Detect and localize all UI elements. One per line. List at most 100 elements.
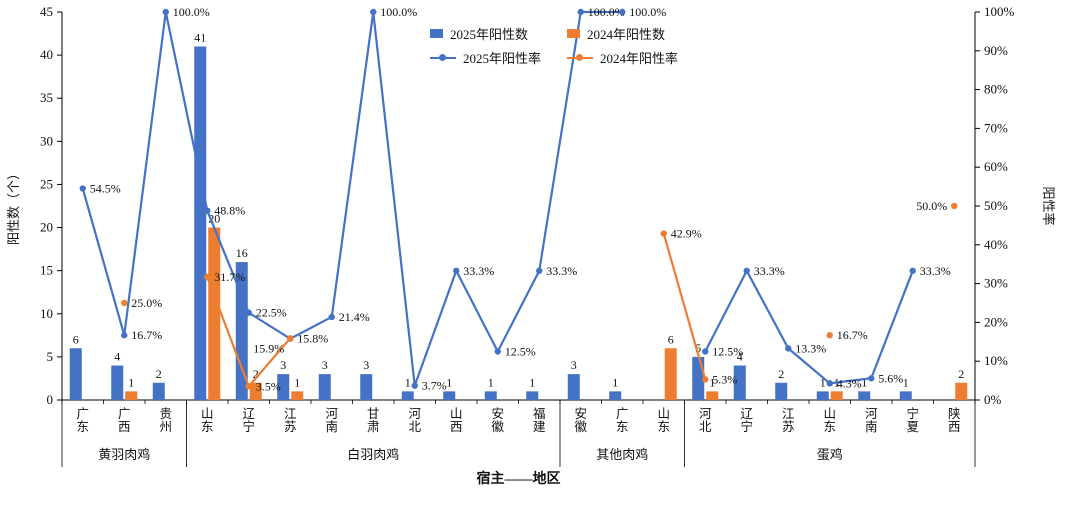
bar-2025年阳性数 xyxy=(277,374,290,400)
bar-2024年阳性数 xyxy=(830,391,843,400)
point-2025年阳性率 xyxy=(743,267,750,274)
point-2025年阳性率 xyxy=(619,8,626,16)
bar-value-label: 1 xyxy=(820,375,826,389)
legend-label-2024-count: 2024年阳性数 xyxy=(587,27,666,42)
bar-2025年阳性数 xyxy=(69,348,82,400)
line-2025年阳性率 xyxy=(81,10,623,387)
legend-swatch-bar-2025 xyxy=(430,29,443,38)
line-2024年阳性率 xyxy=(662,233,707,380)
bar-value-label: 41 xyxy=(194,30,206,44)
line-2025年阳性率 xyxy=(704,268,914,385)
line-value-label: 54.5% xyxy=(90,182,121,196)
bar-2025年阳性数 xyxy=(401,391,414,400)
point-2025年阳性率 xyxy=(536,267,543,274)
left-axis-tick-label: 40 xyxy=(40,47,53,62)
bar-2025年阳性数 xyxy=(567,374,580,400)
right-axis-tick-label: 100% xyxy=(984,4,1015,19)
legend-dot-glyph xyxy=(576,54,584,61)
bar-value-label: 5 xyxy=(695,341,701,355)
point-2024年阳性率 xyxy=(702,376,709,383)
left-axis-tick-label: 15 xyxy=(40,263,53,278)
bar-2025年阳性数 xyxy=(609,391,622,400)
bar-value-label: 1 xyxy=(405,375,411,389)
x-region-label: 贵州 xyxy=(159,407,172,434)
line-value-label: 33.3% xyxy=(546,264,577,278)
legend-item-2025-count: 2025年阳性数 xyxy=(430,24,541,43)
x-region-label: 安徽 xyxy=(491,406,504,434)
point-2025年阳性率 xyxy=(826,380,833,387)
line-value-label: 22.5% xyxy=(256,306,287,320)
bar-2025年阳性数 xyxy=(194,46,207,400)
line-value-label: 33.3% xyxy=(463,264,494,278)
legend: 2025年阳性数 2024年阳性数 2025年阳性率 2024年阳性率 xyxy=(430,24,678,67)
x-region-label: 广西 xyxy=(118,407,131,434)
bar-value-label: 3 xyxy=(322,358,328,372)
line-value-label: 12.5% xyxy=(505,345,536,359)
bar-value-label: 16 xyxy=(236,246,248,260)
line-value-label: 4.3% xyxy=(837,376,862,390)
point-2024年阳性率 xyxy=(660,230,667,237)
x-region-label: 辽宁 xyxy=(740,407,753,434)
line-value-label: 100.0% xyxy=(629,5,666,19)
legend-dot-glyph xyxy=(439,54,446,61)
point-2025年阳性率 xyxy=(577,8,584,16)
x-region-label: 福建 xyxy=(533,406,546,434)
line-value-label: 100.0% xyxy=(173,5,210,19)
x-region-label: 甘肃 xyxy=(367,407,380,434)
line-value-label: 13.3% xyxy=(795,341,826,355)
bar-2025年阳性数 xyxy=(152,382,165,400)
right-axis-tick-label: 20% xyxy=(984,314,1008,329)
x-region-label: 广东 xyxy=(616,407,629,434)
bar-value-label: 3 xyxy=(363,358,369,372)
bar-2025年阳性数 xyxy=(443,391,456,400)
left-axis-tick-label: 5 xyxy=(47,349,54,364)
bar-2024年阳性数 xyxy=(706,391,719,400)
bar-2025年阳性数 xyxy=(318,374,331,400)
legend-item-2024-count: 2024年阳性数 xyxy=(567,24,678,43)
right-axis-tick-label: 40% xyxy=(984,237,1008,252)
bar-value-label: 2 xyxy=(778,367,784,381)
bar-2025年阳性数 xyxy=(816,391,829,400)
x-axis-title: 宿主——地区 xyxy=(477,470,561,487)
point-2025年阳性率 xyxy=(370,8,377,16)
point-2024年阳性率 xyxy=(204,273,211,281)
left-axis-tick-label: 35 xyxy=(40,90,53,105)
right-axis-tick-label: 90% xyxy=(984,43,1008,58)
bar-2025年阳性数 xyxy=(235,262,248,400)
bar-value-label: 6 xyxy=(668,332,674,346)
x-region-label: 河北 xyxy=(699,407,712,434)
line-value-label: 48.8% xyxy=(214,204,245,218)
bar-value-label: 1 xyxy=(861,375,867,389)
point-2025年阳性率 xyxy=(494,348,501,355)
line-value-label: 33.3% xyxy=(754,264,785,278)
left-axis-tick-label: 0 xyxy=(47,392,54,407)
x-region-label: 河南 xyxy=(865,407,878,434)
bar-value-label: 2 xyxy=(156,367,162,381)
line-value-label: 15.8% xyxy=(297,332,328,346)
right-axis-tick-label: 30% xyxy=(984,276,1008,291)
line-value-label: 16.7% xyxy=(131,328,162,342)
legend-item-2025-rate: 2025年阳性率 xyxy=(430,48,541,67)
point-2024年阳性率 xyxy=(826,332,833,339)
x-region-label: 山西 xyxy=(450,407,463,434)
point-2024年阳性率 xyxy=(245,383,252,390)
right-axis-tick-label: 60% xyxy=(984,159,1008,174)
bar-2025年阳性数 xyxy=(733,365,746,400)
bar-2025年阳性数 xyxy=(526,391,539,400)
point-2025年阳性率 xyxy=(868,375,875,382)
left-axis-title: 阳性数（个） xyxy=(6,167,21,245)
bar-2024年阳性数 xyxy=(955,382,968,400)
x-region-label: 河南 xyxy=(325,407,338,434)
x-group-label: 其他肉鸡 xyxy=(596,447,648,462)
x-region-label: 陕西 xyxy=(948,406,961,434)
bar-value-label: 1 xyxy=(903,375,909,389)
right-axis-tick-label: 0% xyxy=(984,392,1002,407)
bar-2024年阳性数 xyxy=(125,391,138,400)
line-value-label: 15.9% xyxy=(253,341,284,355)
point-2024年阳性率 xyxy=(951,202,958,210)
right-axis-tick-label: 10% xyxy=(984,353,1008,368)
x-region-label: 辽宁 xyxy=(242,407,255,434)
point-2025年阳性率 xyxy=(702,348,709,355)
